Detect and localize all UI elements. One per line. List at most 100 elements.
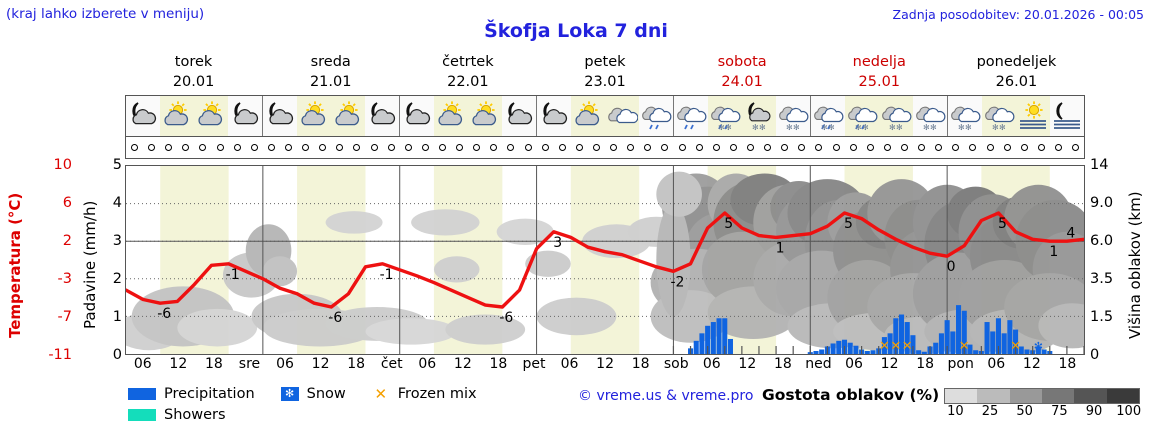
cloud-height-tick: 0 [1090,347,1100,363]
wind-calm-icon [1020,144,1028,151]
svg-text:✕: ✕ [890,339,901,354]
svg-text:-1: -1 [380,267,394,283]
day-name: sreda [310,54,351,70]
wind-calm-icon [353,144,361,151]
wind-calm-icon [661,144,669,151]
moon-fog-icon [1050,96,1084,136]
cloud-density-value: 75 [1051,404,1068,419]
wind-calm-icon [1037,144,1045,151]
svg-text:✕: ✕ [879,339,890,354]
day-header-petek: petek 23.01 [536,52,673,94]
wind-calm-icon [781,144,789,151]
svg-text:✻: ✻ [965,123,972,131]
precip-baseline-ticks [672,346,1084,354]
precipitation-tick: 0 [112,347,122,363]
time-tick: 18 [204,356,223,372]
cloud-height-axis-title: Višina oblakov (km) [1126,191,1144,339]
time-tick: 12 [880,356,899,372]
svg-text:✻: ✻ [923,123,930,131]
wind-barb [194,144,211,151]
precipitation-tick: 5 [112,157,122,173]
wind-calm-icon [285,144,293,151]
icon-day-torek [126,96,263,136]
time-tick: pet [522,356,546,372]
legend-showers: Showers [128,407,226,423]
wind-barb [502,144,519,151]
time-axis-ticks: 06 12 18 sre 06 12 18 čet 06 12 18 pet 06 12 18 sob 06 12… [125,356,1085,376]
wind-calm-icon [900,144,908,151]
wind-barb [725,144,742,151]
time-tick: 18 [631,356,650,372]
wind-barb [1050,144,1067,151]
svg-text:✻: ✻ [759,123,766,131]
wind-barb [331,144,348,151]
precipitation-tick: 2 [112,271,122,287]
cloud-density-swatch [1106,389,1139,403]
wind-calm-icon [456,144,464,151]
wind-calm-icon [849,144,857,151]
cloud-snow-icon: ✻ ✻ [776,96,810,136]
wind-barb [691,144,708,151]
wind-calm-icon [250,144,258,151]
moon-cloud-icon [126,96,160,136]
time-tick: 18 [347,356,366,372]
cloud-density-value: 10 [947,404,964,419]
wind-barb [827,144,844,151]
wind-barb [588,144,605,151]
time-tick: 18 [916,356,935,372]
wind-calm-icon [695,144,703,151]
page-title: Škofja Loka 7 dni [484,20,668,42]
wind-barb [1033,144,1050,151]
day-name: četrtek [442,54,494,70]
copyright-label[interactable]: © vreme.us & vreme.pro [578,388,754,404]
svg-text:-1: -1 [226,267,240,283]
wind-barb [1016,144,1033,151]
day-date: 24.01 [721,74,763,90]
svg-text:3: 3 [553,235,562,251]
wind-calm-icon [524,144,532,151]
weather-icon-band: ✻ ✻ ✻ ✻ ✻ ✻ ✻ ✻ ✻ ✻ ✻ ✻ ✻ ✻ ✻ ✻ ✻ ✻ [125,95,1085,137]
sun-cloud-icon [468,96,502,136]
wind-calm-icon [1054,144,1062,151]
legend-snow-label: Snow [306,385,346,402]
wind-barb [280,144,297,151]
time-tick: čet [380,356,403,372]
time-tick: 06 [133,356,152,372]
day-date: 22.01 [447,74,489,90]
wind-barb [674,144,691,151]
precipitation-tick: 3 [112,233,122,249]
showers-swatch [128,408,156,421]
day-name: torek [174,54,213,70]
wind-barb [434,144,451,151]
wind-barb [263,144,280,151]
time-tick: ned [805,356,832,372]
svg-text:-6: -6 [157,306,171,322]
svg-text:✻: ✻ [992,123,999,131]
svg-text:✻: ✻ [786,123,793,131]
location-menu-note[interactable]: (kraj lahko izberete v meniju) [6,6,205,22]
time-tick: 12 [169,356,188,372]
svg-text:5: 5 [998,216,1007,232]
wind-barb [229,144,246,151]
legend-precipitation: Precipitation [128,386,255,402]
day-header-sreda: sreda 21.01 [262,52,399,94]
day-header-strip: torek 20.01 sreda 21.01 četrtek 22.01 petek 23.… [125,52,1085,94]
wind-barb [913,144,930,151]
sun-cloud-icon [160,96,194,136]
cloud-height-tick: 9.0 [1090,195,1114,211]
day-date: 21.01 [309,74,352,90]
sun-cloud-icon [297,96,331,136]
temperature-tick: 6 [62,195,72,211]
day-name: petek [584,54,626,70]
wind-calm-icon [832,144,840,151]
svg-text:5: 5 [844,216,853,232]
wind-calm-icon [952,144,960,151]
cloud-snow-icon: ✻ ✻ [982,96,1016,136]
wind-barb [793,144,810,151]
wind-barb [366,144,383,151]
wind-calm-icon [199,144,207,151]
cloud-density-value: 25 [981,404,999,419]
cloud-density-scale-values: 10 25 50 75 90 100 [938,404,1146,419]
wind-barb [212,144,229,151]
wind-calm-icon [490,144,498,151]
